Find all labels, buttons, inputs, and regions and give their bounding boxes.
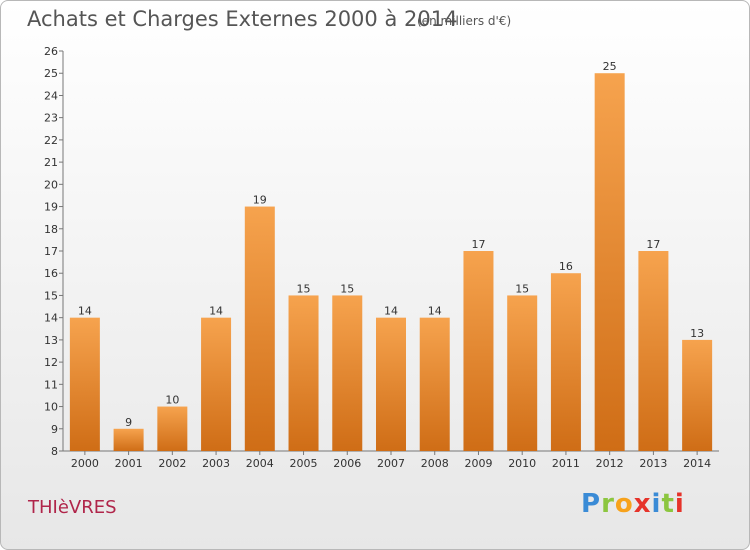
data-label: 16 [559,260,573,273]
bar [550,273,581,451]
y-tick-label: 23 [44,112,58,125]
x-tick-label: 2008 [421,457,449,470]
data-label: 15 [340,282,354,295]
data-label: 14 [209,305,223,318]
bar [594,73,625,451]
bar [463,251,494,451]
logo-letter: x [633,489,652,519]
logo-letter: i [674,489,685,519]
x-tick-label: 2013 [639,457,667,470]
data-label: 9 [125,416,132,429]
bar [638,251,669,451]
y-tick-label: 21 [44,156,58,169]
bar [288,295,319,451]
x-tick-label: 2011 [552,457,580,470]
data-label: 14 [428,305,442,318]
y-tick-label: 13 [44,334,58,347]
town-name: THIèVRES [28,497,117,518]
y-tick-label: 26 [44,45,58,58]
logo-letter: i [651,489,662,519]
bar [69,317,100,451]
x-tick-label: 2003 [202,457,230,470]
y-tick-label: 10 [44,401,58,414]
x-tick-label: 2000 [71,457,99,470]
y-tick-label: 20 [44,178,58,191]
x-tick-label: 2010 [508,457,536,470]
data-label: 19 [253,194,267,207]
bar [332,295,363,451]
y-tick-label: 25 [44,67,58,80]
bar [157,406,188,451]
y-tick-label: 14 [44,312,58,325]
bar [507,295,538,451]
data-label: 17 [471,238,485,251]
bar [201,317,232,451]
data-label: 14 [384,305,398,318]
x-tick-label: 2012 [596,457,624,470]
y-tick-label: 12 [44,356,58,369]
data-label: 15 [297,282,311,295]
y-tick-label: 16 [44,267,58,280]
y-tick-label: 19 [44,201,58,214]
logo-letter: P [581,489,602,519]
bar [113,428,144,451]
chart-title: Achats et Charges Externes 2000 à 2014 [27,7,458,31]
data-label: 25 [603,60,617,73]
data-label: 15 [515,282,529,295]
bar [376,317,406,451]
y-tick-label: 22 [44,134,58,147]
chart-unit: (en milliers d'€) [417,14,512,28]
x-tick-label: 2007 [377,457,405,470]
x-tick-label: 2009 [464,457,492,470]
y-tick-label: 18 [44,223,58,236]
logo-letter: r [601,489,615,519]
x-tick-label: 2002 [158,457,186,470]
bar [419,317,450,451]
bar [682,339,713,451]
y-tick-label: 11 [44,378,58,391]
x-tick-label: 2005 [290,457,318,470]
proxiti-logo[interactable]: Proxiti [581,489,685,519]
y-tick-label: 9 [51,423,58,436]
y-tick-label: 24 [44,89,58,102]
logo-letter: o [614,489,634,519]
y-tick-label: 15 [44,289,58,302]
y-tick-label: 8 [51,445,58,458]
data-label: 10 [165,394,179,407]
bar [244,206,275,451]
y-tick-label: 17 [44,245,58,258]
x-tick-label: 2006 [333,457,361,470]
data-label: 14 [78,305,92,318]
logo-letter: t [661,489,675,519]
x-tick-label: 2004 [246,457,274,470]
x-tick-label: 2001 [115,457,143,470]
data-label: 17 [646,238,660,251]
x-tick-label: 2014 [683,457,711,470]
data-label: 13 [690,327,704,340]
